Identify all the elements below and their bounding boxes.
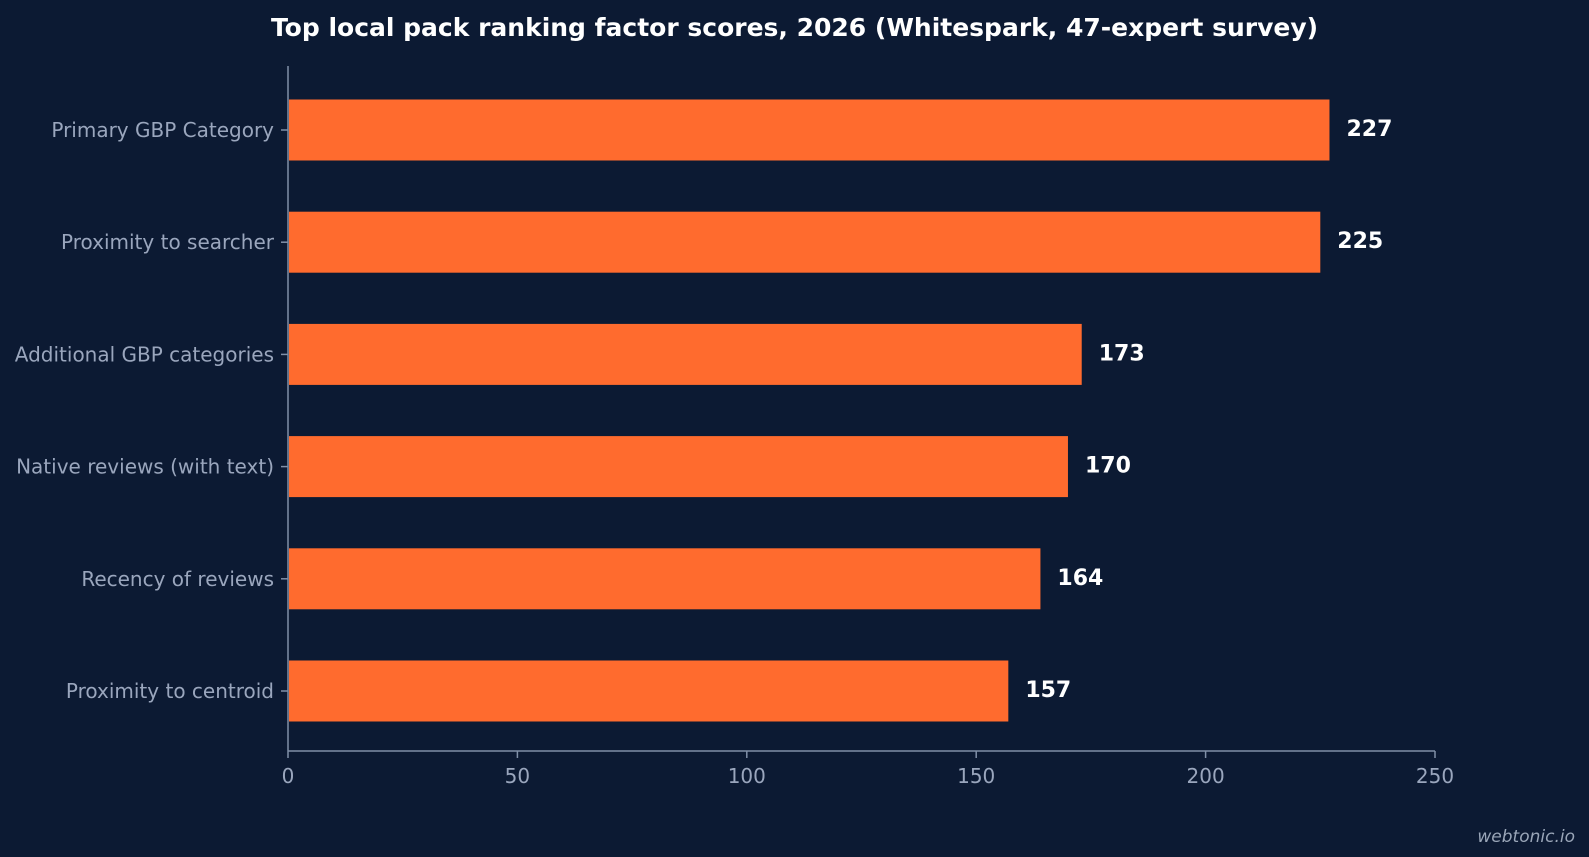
category-label: Proximity to searcher (61, 230, 275, 254)
value-label: 170 (1085, 454, 1131, 479)
x-tick-label: 200 (1187, 764, 1225, 788)
x-tick-label: 0 (282, 764, 295, 788)
x-tick-label: 250 (1416, 764, 1454, 788)
x-tick-label: 100 (728, 764, 766, 788)
value-label: 173 (1099, 341, 1145, 366)
category-label: Native reviews (with text) (16, 455, 274, 479)
category-label: Recency of reviews (81, 567, 274, 591)
value-label: 157 (1025, 678, 1071, 703)
bar (289, 323, 1082, 385)
chart-title: Top local pack ranking factor scores, 20… (270, 13, 1319, 42)
category-label: Primary GBP Category (51, 118, 274, 142)
value-label: 227 (1346, 117, 1392, 142)
category-label: Proximity to centroid (66, 679, 274, 703)
watermark: webtonic.io (1477, 827, 1575, 847)
bar (289, 548, 1041, 610)
value-label: 164 (1057, 566, 1103, 591)
category-label: Additional GBP categories (15, 342, 274, 366)
bar (289, 436, 1068, 498)
x-tick-label: 150 (957, 764, 995, 788)
bar (289, 211, 1321, 273)
x-tick-label: 50 (505, 764, 530, 788)
bar (289, 660, 1009, 722)
value-label: 225 (1337, 229, 1383, 254)
bar (289, 99, 1330, 161)
